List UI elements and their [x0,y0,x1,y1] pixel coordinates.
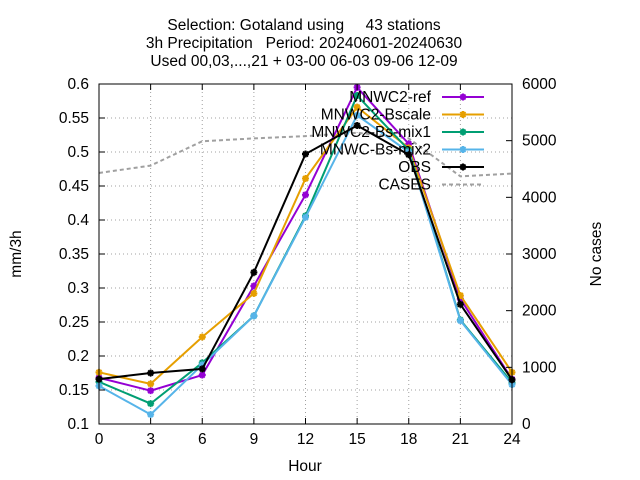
series-mnwc2-bs-mix1 [95,92,516,408]
x-tick-label: 3 [146,431,155,448]
series-line [98,93,513,405]
data-point [302,175,309,183]
y-axis-label: mm/3h [8,230,25,277]
y-tick-label: 0.3 [67,280,89,297]
data-point [302,150,309,158]
legend-label: MNWC2-Bscale [321,107,431,124]
y2-tick-label: 0 [522,416,531,433]
chart-title: Selection: Gotaland using 43 stations 3h… [146,17,463,70]
series-mnwc2-ref [95,83,516,395]
x-axis: 0 3 6 9 12 15 18 21 24 [95,84,521,448]
data-point [302,191,309,199]
cases-series [98,131,513,178]
data-point [456,317,464,325]
y-axis: 0.1 0.15 0.2 0.25 0.3 0.35 0.4 0.45 0.5 0.55 0.6 [59,76,105,433]
y-tick-label: 0.6 [67,76,89,93]
series-line [98,131,513,178]
data-point [147,410,155,418]
y-tick-label: 0.2 [67,348,89,365]
y-tick-label: 0.4 [67,212,89,229]
y2-tick-label: 4000 [522,189,557,206]
data-point [353,111,361,119]
legend-label: MNWC-Bs-mix2 [320,142,431,159]
y2-tick-label: 1000 [522,359,557,376]
x-tick-label: 18 [400,431,417,448]
data-point [456,300,464,308]
legend-marker [459,128,467,136]
y-tick-label: 0.5 [67,144,89,161]
data-point [250,268,258,276]
x-tick-label: 0 [95,431,104,448]
data-point [353,92,361,100]
data-point [405,140,413,148]
data-point [302,213,309,221]
data-point [198,365,206,373]
series-cases [98,131,513,178]
y2-tick-label: 6000 [522,76,557,93]
x-tick-label: 12 [297,431,314,448]
data-point [147,400,155,408]
title-line-2: 3h Precipitation Period: 20240601-202406… [146,35,463,52]
x-tick-label: 21 [452,431,469,448]
data-point [147,387,155,395]
y-tick-label: 0.15 [59,382,89,399]
x-axis-label: Hour [288,458,322,475]
y2-tick-label: 2000 [522,303,557,320]
data-point [198,333,206,341]
y2-axis-label: No cases [588,221,605,286]
x-tick-label: 15 [349,431,366,448]
x-tick-label: 24 [503,431,521,448]
data-point [405,151,413,159]
data-point [147,380,155,388]
y-tick-label: 0.55 [59,110,89,127]
legend-label: MNWC2-Bs-mix1 [311,124,431,141]
y-tick-label: 0.25 [59,314,89,331]
legend-marker [459,93,467,101]
x-tick-label: 6 [198,431,207,448]
y-tick-label: 0.45 [59,178,89,195]
series-layer [95,83,516,418]
x-tick-label: 9 [250,431,259,448]
legend-label: MNWC2-ref [349,89,431,106]
data-point [198,371,206,379]
data-point [353,121,361,129]
y2-tick-label: 3000 [522,246,557,263]
legend-marker [459,111,467,118]
data-point [250,289,258,297]
legend-label: CASES [378,177,431,194]
data-point [147,369,155,377]
data-point [353,103,361,111]
y-tick-label: 0.1 [67,416,89,433]
legend-label: OBS [398,159,431,176]
title-line-3: Used 00,03,...,21 + 03-00 06-03 09-06 12… [150,53,457,70]
y2-axis: 0 1000 2000 3000 4000 5000 6000 [506,76,557,433]
legend-marker [459,146,467,153]
legend: MNWC2-refMNWC2-BscaleMNWC2-Bs-mix1MNWC-B… [311,89,484,194]
legend-marker [459,163,467,171]
y-tick-label: 0.35 [59,246,89,263]
data-point [250,282,258,290]
series-mnwc-bs-mix2 [95,111,516,418]
y2-tick-label: 5000 [522,133,557,150]
data-point [198,361,206,369]
data-point [250,312,258,320]
title-line-1: Selection: Gotaland using 43 stations [167,17,440,34]
data-point [456,291,464,299]
